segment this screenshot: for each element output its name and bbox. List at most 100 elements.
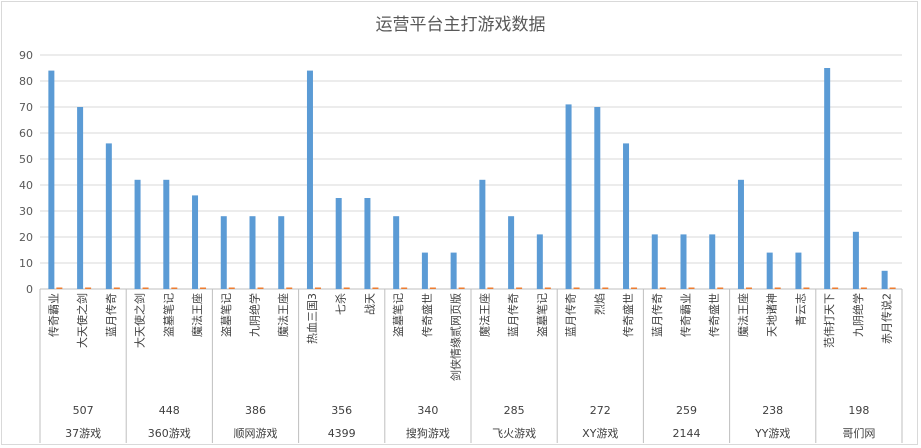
bar-series2-marker [142, 287, 149, 289]
y-tick-label: 0 [26, 283, 33, 296]
y-tick-label: 30 [19, 205, 33, 218]
bar-series2-marker [200, 287, 207, 289]
bar-series2-marker [257, 287, 264, 289]
bar-series2-marker [56, 287, 63, 289]
bar-series2-marker [228, 287, 235, 289]
category-label: 魔法王座 [276, 293, 290, 337]
group-total-label: 238 [762, 404, 783, 417]
bar [508, 216, 515, 289]
group-total-label: 448 [159, 404, 180, 417]
bar-series2-marker [516, 287, 523, 289]
bar-series2-marker [458, 287, 465, 289]
bar [479, 179, 486, 289]
category-label: 魔法王座 [736, 293, 750, 337]
bar [278, 216, 285, 289]
bar-series2-marker [286, 287, 293, 289]
bar-series2-marker [343, 287, 350, 289]
y-tick-label: 10 [19, 257, 33, 270]
bar-series2-marker [803, 287, 810, 289]
category-label: 传奇霸业 [680, 293, 693, 337]
bar [220, 216, 227, 289]
bar [306, 70, 313, 289]
bar-series2-marker [85, 287, 92, 289]
category-label: 蓝月传奇 [507, 293, 520, 337]
group-platform-label: 360游戏 [148, 427, 191, 440]
bar [192, 195, 199, 289]
group-platform-label: 2144 [673, 427, 701, 440]
group-total-label: 356 [331, 404, 352, 417]
group-total-label: 272 [590, 404, 611, 417]
bar [163, 179, 170, 289]
category-label: 魔法王座 [477, 293, 491, 337]
bar [393, 216, 400, 289]
bar [105, 143, 112, 289]
bar-series2-marker [717, 287, 724, 289]
bar-series2-marker [688, 287, 695, 289]
bar [536, 234, 543, 289]
category-label: 青云志 [794, 293, 807, 326]
y-tick-label: 50 [19, 153, 33, 166]
category-label: 大天使之剑 [133, 293, 147, 348]
group-platform-label: 顺网游戏 [234, 427, 278, 440]
category-label: 蓝月传奇 [565, 293, 578, 337]
y-tick-label: 40 [19, 179, 33, 192]
bar-series2-marker [832, 287, 839, 289]
group-total-label: 386 [245, 404, 266, 417]
group-platform-label: 4399 [328, 427, 356, 440]
bar [623, 143, 630, 289]
bar-series2-marker [659, 287, 666, 289]
bar [651, 234, 658, 289]
y-tick-label: 80 [19, 75, 33, 88]
bar-series2-marker [401, 287, 408, 289]
y-tick-label: 20 [19, 231, 33, 244]
bar-series2-marker [314, 287, 321, 289]
group-total-label: 507 [73, 404, 94, 417]
bar-series2-marker [573, 287, 580, 289]
category-label: 盗墓笔记 [535, 293, 549, 337]
bar [824, 68, 831, 289]
bar [594, 107, 601, 289]
category-label: 魔法王座 [190, 293, 204, 337]
category-label: 范伟打天下 [822, 293, 836, 348]
bar [680, 234, 687, 289]
category-label: 赤月传说2 [880, 293, 894, 344]
y-tick-label: 70 [19, 101, 33, 114]
bar-series2-marker [860, 287, 867, 289]
bar [565, 104, 572, 290]
bar-series2-marker [631, 287, 638, 289]
chart-title: 运营平台主打游戏数据 [375, 15, 546, 35]
bar-series2-marker [774, 287, 781, 289]
category-label: 剑侠情缘贰网页版 [449, 293, 463, 381]
bar-series2-marker [429, 287, 436, 289]
bar [766, 252, 773, 289]
group-platform-label: 哥们网 [842, 426, 875, 440]
category-label: 战天 [363, 293, 376, 315]
category-label: 传奇盛世 [707, 293, 721, 337]
group-platform-label: XY游戏 [582, 427, 618, 440]
category-label: 天地诸神 [765, 293, 779, 337]
category-label: 盗墓笔记 [161, 293, 175, 337]
bar-series2-marker [889, 287, 896, 289]
bar [709, 234, 716, 289]
category-label: 蓝月传奇 [651, 293, 664, 337]
bar [249, 216, 256, 289]
bar [881, 270, 888, 289]
group-total-label: 340 [417, 404, 438, 417]
bar-series2-marker [487, 287, 494, 289]
y-tick-label: 90 [19, 49, 33, 62]
category-label: 七杀 [334, 293, 348, 315]
category-label: 传奇霸业 [47, 293, 60, 337]
group-platform-label: YY游戏 [754, 427, 790, 440]
bar [450, 252, 457, 289]
bar-series2-marker [745, 287, 752, 289]
group-platform-label: 搜狗游戏 [406, 426, 450, 440]
category-label: 九阴绝学 [851, 293, 865, 337]
bar [77, 107, 84, 289]
category-label: 盗墓笔记 [391, 293, 405, 337]
bar [421, 252, 428, 289]
bar [795, 252, 802, 289]
bar-series2-marker [602, 287, 609, 289]
category-label: 蓝月传奇 [105, 293, 118, 337]
